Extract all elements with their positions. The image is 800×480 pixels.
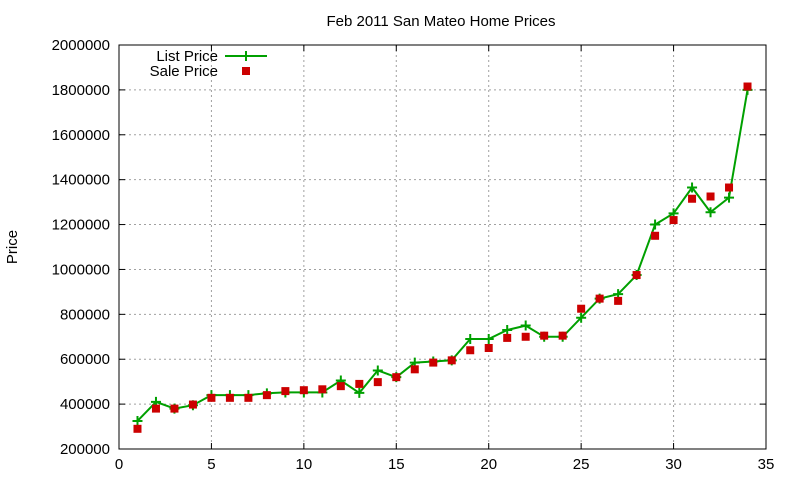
list-price-point [724, 192, 735, 203]
list-price-point [372, 365, 383, 376]
y-tick-labels: 200000 400000 600000 800000 1000000 1200000 14… [52, 37, 110, 458]
x-tick-label: 35 [758, 456, 775, 473]
sale-price-point [595, 294, 604, 303]
sale-price-point [262, 391, 271, 400]
list-price-line [136, 89, 749, 422]
legend-marker-sale [242, 67, 250, 75]
y-axis-label: Price [4, 230, 21, 264]
y-tick-label: 200000 [60, 441, 110, 458]
y-tick-label: 400000 [60, 396, 110, 413]
sale-price-point [151, 404, 160, 413]
list-price-point [502, 325, 513, 336]
list-price-point [650, 219, 661, 230]
sale-price-point [651, 231, 660, 240]
sale-price-point [558, 331, 567, 340]
legend-label-sale: Sale Price [150, 63, 218, 80]
legend: List Price Sale Price [150, 48, 267, 80]
sale-price-point [614, 296, 623, 305]
x-tick-label: 30 [665, 456, 682, 473]
y-tick-label: 1200000 [52, 217, 110, 234]
y-tick-label: 1600000 [52, 127, 110, 144]
sale-price-point [392, 373, 401, 382]
plot-frame [118, 44, 767, 450]
sale-price-point [133, 424, 142, 433]
y-tick-label: 600000 [60, 351, 110, 368]
sale-price-point [632, 271, 641, 280]
sale-price-point [410, 365, 419, 374]
sale-price-point [725, 183, 734, 192]
series-sale-price [133, 82, 752, 433]
legend-marker-list [241, 51, 251, 61]
sale-price-point [336, 382, 345, 391]
sale-price-point [244, 393, 253, 402]
sale-price-point [466, 346, 475, 355]
sale-price-point [503, 333, 512, 342]
x-tick-label: 25 [573, 456, 590, 473]
sale-price-point [429, 358, 438, 367]
sale-price-point [447, 356, 456, 365]
sale-price-point [207, 393, 216, 402]
sale-price-point [688, 194, 697, 203]
sale-price-point [521, 332, 530, 341]
x-tick-labels: 0 5 10 15 20 25 30 35 [115, 456, 775, 473]
y-tick-label: 1400000 [52, 172, 110, 189]
sale-price-point [743, 82, 752, 91]
list-price-point [576, 312, 587, 323]
sale-price-point [188, 400, 197, 409]
sale-price-point [225, 393, 234, 402]
sale-price-point [355, 379, 364, 388]
sale-price-point [540, 331, 549, 340]
sale-price-point [170, 404, 179, 413]
x-tick-label: 20 [480, 456, 497, 473]
list-price-point [705, 207, 716, 218]
grid-lines [119, 45, 766, 449]
list-price-point [687, 182, 698, 193]
x-tick-label: 15 [388, 456, 405, 473]
chart-title: Feb 2011 San Mateo Home Prices [326, 13, 555, 30]
list-price-point [132, 415, 143, 426]
series-list-price [132, 84, 753, 426]
x-tick-label: 0 [115, 456, 123, 473]
list-price-point [354, 387, 365, 398]
sale-price-point [318, 385, 327, 394]
sale-price-point [373, 378, 382, 387]
y-tick-label: 2000000 [52, 37, 110, 54]
x-tick-label: 10 [296, 456, 313, 473]
sale-price-point [484, 344, 493, 352]
sale-price-point [706, 192, 715, 201]
sale-price-point [577, 304, 586, 313]
y-tick-label: 1000000 [52, 261, 110, 278]
y-tick-label: 800000 [60, 306, 110, 323]
legend-label-list: List Price [156, 48, 218, 65]
list-price-point [483, 334, 494, 345]
axis-ticks [118, 44, 767, 450]
sale-price-point [281, 387, 290, 396]
list-price-point [520, 320, 531, 331]
sale-price-point [299, 386, 308, 395]
y-tick-label: 1800000 [52, 82, 110, 99]
sale-price-point [669, 216, 678, 225]
list-price-point [465, 334, 476, 345]
x-tick-label: 5 [207, 456, 215, 473]
